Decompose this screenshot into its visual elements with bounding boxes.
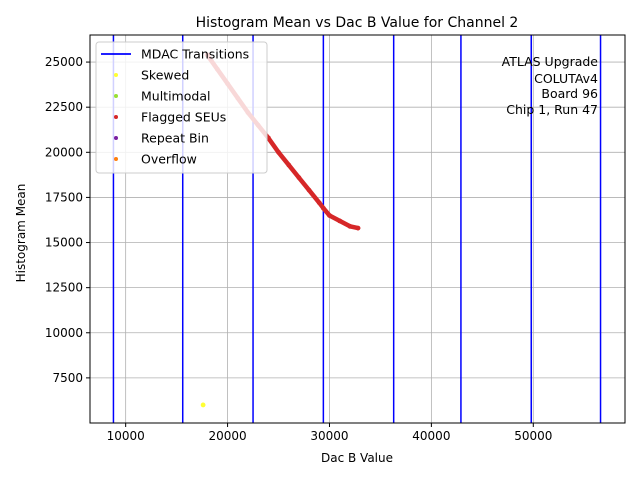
data-point: [355, 225, 361, 231]
data-point: [200, 402, 206, 408]
y-tick-label: 15000: [45, 236, 83, 250]
legend: MDAC Transitions Skewed Multimodal Flagged …: [95, 41, 268, 174]
legend-label: Flagged SEUs: [141, 110, 226, 125]
x-tick-label: 20000: [208, 429, 246, 443]
annotation-line-4: Chip 1, Run 47: [506, 102, 598, 117]
data-point: [320, 205, 326, 211]
legend-label: MDAC Transitions: [141, 47, 249, 62]
y-tick-label: 25000: [45, 55, 83, 69]
legend-point-swatch: [114, 157, 118, 161]
data-point: [327, 213, 332, 218]
legend-label: Overflow: [141, 152, 197, 167]
annotation-block: ATLAS Upgrade COLUTAv4 Board 96 Chip 1, …: [502, 54, 599, 117]
data-point: [276, 149, 281, 155]
y-axis-label: Histogram Mean: [14, 184, 28, 283]
legend-label: Multimodal: [141, 89, 210, 104]
x-tick-label: 10000: [107, 429, 145, 443]
data-point: [306, 187, 312, 193]
y-tick-label: 7500: [52, 371, 83, 385]
legend-label: Repeat Bin: [141, 131, 209, 146]
y-axis-ticks: 7500 10000 12500 15000 17500 20000 22500 25000: [45, 55, 90, 385]
data-point: [316, 200, 322, 206]
legend-point-swatch: [114, 136, 118, 140]
y-tick-label: 10000: [45, 326, 83, 340]
chart-title: Histogram Mean vs Dac B Value for Channe…: [196, 15, 519, 31]
x-axis-label: Dac B Value: [321, 451, 393, 465]
data-point: [337, 218, 343, 224]
plot-frame: [89, 34, 626, 424]
legend-box: [95, 41, 268, 174]
x-tick-label: 30000: [310, 429, 348, 443]
legend-point-swatch: [114, 73, 118, 77]
x-axis-ticks: 10000 20000 30000 40000 50000: [107, 423, 552, 443]
y-tick-label: 20000: [45, 145, 83, 159]
annotation-line-1: ATLAS Upgrade: [502, 54, 599, 69]
data-point: [286, 162, 292, 168]
data-point: [347, 223, 353, 229]
x-tick-label: 50000: [514, 429, 552, 443]
legend-label: Skewed: [141, 68, 189, 83]
annotation-line-2: COLUTAv4: [534, 71, 598, 86]
y-tick-label: 17500: [45, 190, 83, 204]
data-point: [296, 175, 302, 180]
annotation-line-3: Board 96: [541, 86, 598, 101]
legend-point-swatch: [114, 94, 118, 98]
y-tick-label: 12500: [45, 281, 83, 295]
y-tick-label: 22500: [45, 100, 83, 114]
legend-point-swatch: [114, 115, 118, 119]
x-tick-label: 40000: [412, 429, 450, 443]
